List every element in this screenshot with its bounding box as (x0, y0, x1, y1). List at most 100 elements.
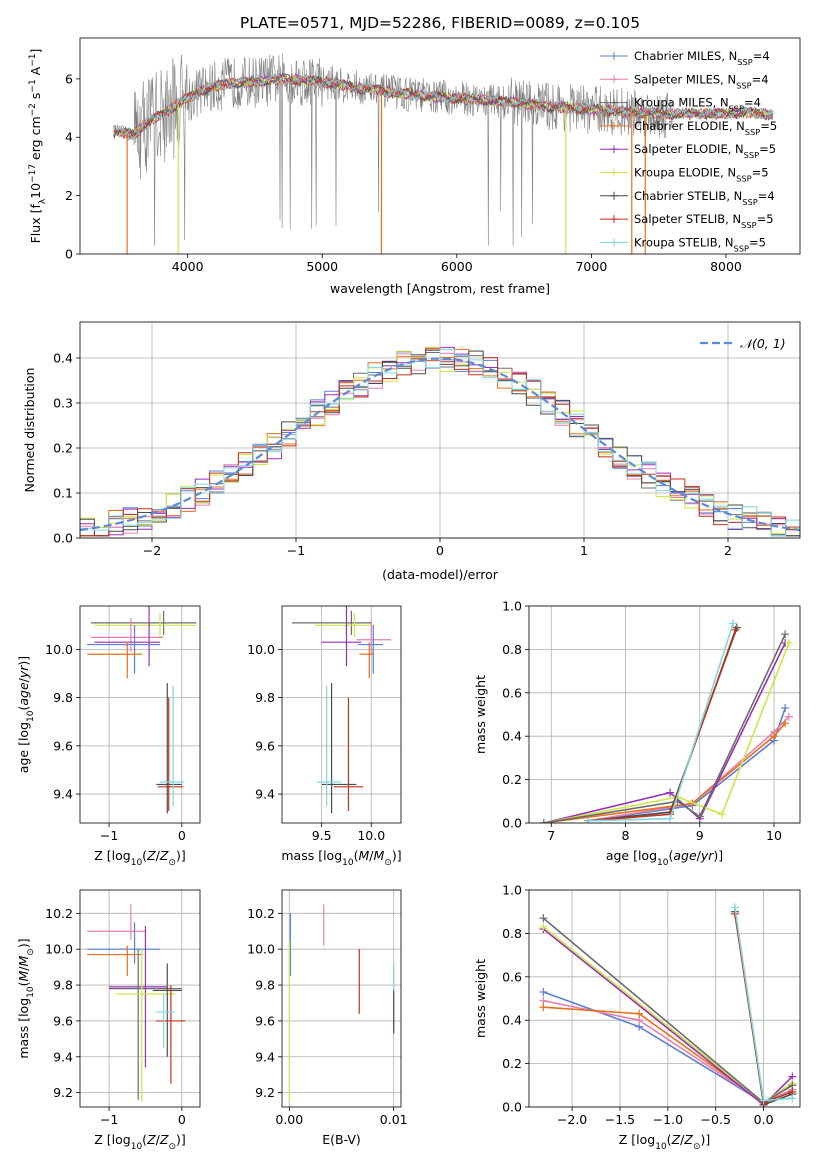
mass_weight_vs_Z-ytick-label: 0.2 (502, 1056, 522, 1071)
mass_weight_vs_Z-series-point (539, 987, 548, 996)
mass_weight_vs_age-series-point (695, 812, 704, 821)
figure-title: PLATE=0571, MJD=52286, FIBERID=0089, z=0… (240, 14, 640, 32)
spectrum-xtick-label: 6000 (441, 259, 473, 274)
mass_weight_vs_age-series-point (718, 810, 727, 819)
mass_vs_EBV-ytick-label: 9.8 (255, 978, 275, 993)
mass_vs_Z-errorbar-point (116, 949, 175, 1102)
residuals-frame (79, 321, 801, 539)
mass_weight_vs_Z-xtick-label: −1.0 (653, 1112, 683, 1127)
age_vs_mass-errorbar-point (359, 642, 375, 679)
mass_weight_vs_age-series-point (666, 814, 675, 823)
mass_vs_Z-errorbar-point (156, 994, 175, 1048)
mass_weight_vs_age-xtick-label: 8 (622, 828, 630, 843)
spectrum-xtick-label: 4000 (172, 259, 204, 274)
spectrum-legend: Chabrier MILES, NSSP=4 Salpeter MILES, NS… (600, 49, 777, 253)
age_vs_Z-errorbar-point (87, 642, 142, 679)
mass_weight_vs_age-series-line (588, 707, 786, 822)
mass_weight_vs_age-ytick-label: 0.6 (502, 685, 522, 700)
spectrum-traces (113, 53, 774, 254)
age_vs_mass-axes: 9.5 10.0 9.4 9.6 9.8 10.0 (247, 606, 401, 843)
mass_weight_vs_age-series-line (543, 642, 786, 823)
age_vs_mass-ytick-label: 10.0 (247, 642, 275, 657)
mass_weight_vs_age-xtick-label: 10 (766, 828, 782, 843)
age_vs_mass-frame (281, 605, 402, 824)
mass_weight_vs_Z-series-point (539, 1003, 548, 1012)
age_vs_Z-xlabel: Z [log10(Z/Z⊙)] (94, 848, 186, 868)
mass_vs_EBV-xtick-label: 0.00 (275, 1112, 303, 1127)
age_vs_mass-xlabel: mass [log10(M/M⊙)] (281, 848, 401, 868)
age_vs_Z-errorbar-point (90, 610, 197, 635)
age_vs_mass-ytick-label: 9.8 (255, 690, 275, 705)
mass_vs_Z-ytick-label: 10.0 (45, 942, 73, 957)
age_vs_mass-ytick-label: 9.4 (255, 787, 275, 802)
age_vs_Z-ylabel: age [log10(age/yr)] (16, 656, 36, 773)
mass_weight_vs_age-xtick-label: 7 (547, 828, 555, 843)
age_vs_Z-xtick-label: 0 (178, 828, 186, 843)
mass_weight_vs_age-series-point (784, 712, 793, 721)
age_vs_Z-errorbar-point (90, 618, 164, 652)
mass_weight_vs_age-ytick-label: 1.0 (502, 599, 522, 614)
residuals-xtick-label: 2 (724, 543, 732, 558)
age_vs_Z-ytick-label: 9.8 (53, 690, 73, 705)
mass_weight_vs_age-ytick-label: 0.8 (502, 642, 522, 657)
legend-label: Salpeter ELODIE, NSSP=5 (634, 142, 776, 160)
mass_vs_Z-xlabel: Z [log10(Z/Z⊙)] (94, 1132, 186, 1152)
legend-label: Kroupa MILES, NSSP=4 (634, 96, 761, 114)
age_vs_Z-errorbar-point (157, 697, 184, 811)
mass_vs_Z-xtick-label: −1 (100, 1112, 118, 1127)
spectrum-ytick-label: 6 (65, 71, 73, 86)
mass_weight_vs_age-series-point (781, 703, 790, 712)
mass_weight_vs_Z-series-point (788, 1094, 797, 1103)
mass_vs_Z-ytick-label: 10.2 (45, 906, 73, 921)
age_vs_mass-errorbar-point (321, 683, 357, 814)
mass_weight_vs_Z-ytick-label: 0.0 (502, 1100, 522, 1115)
mass_vs_Z-errorbars (87, 904, 186, 1102)
mass_weight_vs_age-series-line (543, 722, 786, 823)
residuals-ytick-label: 0.2 (53, 441, 73, 456)
mass_vs_EBV-axes: 0.00 0.01 9.2 9.4 9.6 9.8 10.0 10.2 (247, 890, 408, 1127)
residuals-ylabel: Normed distribution (22, 368, 37, 493)
spectrum-axes: 4000 5000 6000 7000 8000 0 2 4 6 (65, 71, 742, 274)
mass_weight_vs_age-series-point (781, 630, 790, 639)
residuals-axes: −2 −1 0 1 2 0.0 0.1 0.2 0.3 0.4 (53, 322, 800, 558)
age_vs_mass-errorbar-point (358, 625, 384, 674)
legend-label: Chabrier STELIB, NSSP=4 (634, 189, 775, 207)
residual-hist-kroupa_stelib (80, 349, 800, 537)
residual-hist-chabrier_miles (80, 351, 800, 537)
mass_weight_vs_Z-series-point (539, 914, 548, 923)
age_vs_mass-errorbar-point (321, 606, 362, 667)
age_vs_mass-errorbars (291, 606, 392, 814)
mass_weight_vs_age-frame (528, 605, 801, 824)
spectrum-model-kroupa_stelib (113, 73, 773, 140)
mass_weight_vs_Z-ytick-label: 1.0 (502, 883, 522, 898)
legend-label: 𝒩(0, 1) (740, 336, 786, 351)
residuals-ytick-label: 0.3 (53, 396, 73, 411)
mass_weight_vs_Z-series-point (539, 922, 548, 931)
mass_vs_Z-errorbar-point (87, 945, 142, 977)
mass_weight_vs_Z-xtick-label: −0.5 (701, 1112, 731, 1127)
mass_weight_vs_age-ylabel: mass weight (473, 675, 488, 754)
legend-label: Salpeter STELIB, NSSP=5 (634, 212, 774, 230)
mass_weight_vs_age-series-point (784, 638, 793, 647)
mass_weight_vs_Z-series-point (635, 1009, 644, 1018)
mass_weight_vs_Z-axes: −2.0 −1.5 −1.0 −0.5 0.0 0.0 0.2 0.4 0.6 0.8 1.0 (502, 883, 800, 1127)
age_vs_Z-ytick-label: 10.0 (45, 642, 73, 657)
mass_vs_EBV-errorbars (288, 904, 395, 1102)
mass_vs_EBV-ytick-label: 10.0 (247, 942, 275, 957)
spectrum-ytick-label: 4 (65, 130, 73, 145)
mass_vs_EBV-xtick-label: 0.01 (380, 1112, 408, 1127)
mass_vs_Z-errorbar-point (109, 949, 182, 1100)
residuals-ytick-label: 0.0 (53, 531, 73, 546)
age_vs_mass-xtick-label: 9.5 (312, 828, 332, 843)
mass_vs_Z-ylabel: mass [log10(M/M⊙)] (16, 938, 36, 1058)
mass_weight_vs_age-series-point (731, 625, 740, 634)
age_vs_mass-errorbar-point (314, 613, 375, 638)
residuals-xtick-label: −2 (143, 543, 161, 558)
mass_vs_EBV-ytick-label: 9.4 (255, 1049, 275, 1064)
legend-label: Chabrier MILES, NSSP=4 (634, 49, 770, 67)
mass_vs_Z-ytick-label: 9.2 (53, 1085, 73, 1100)
mass_vs_Z-errorbar-point (87, 904, 146, 941)
mass_vs_EBV-frame (281, 889, 402, 1108)
mass_weight_vs_Z-ytick-label: 0.4 (502, 1013, 522, 1028)
spectrum-ylabel: Flux [fλ10−17 erg cm−2 s−1 A−1] (28, 49, 48, 244)
